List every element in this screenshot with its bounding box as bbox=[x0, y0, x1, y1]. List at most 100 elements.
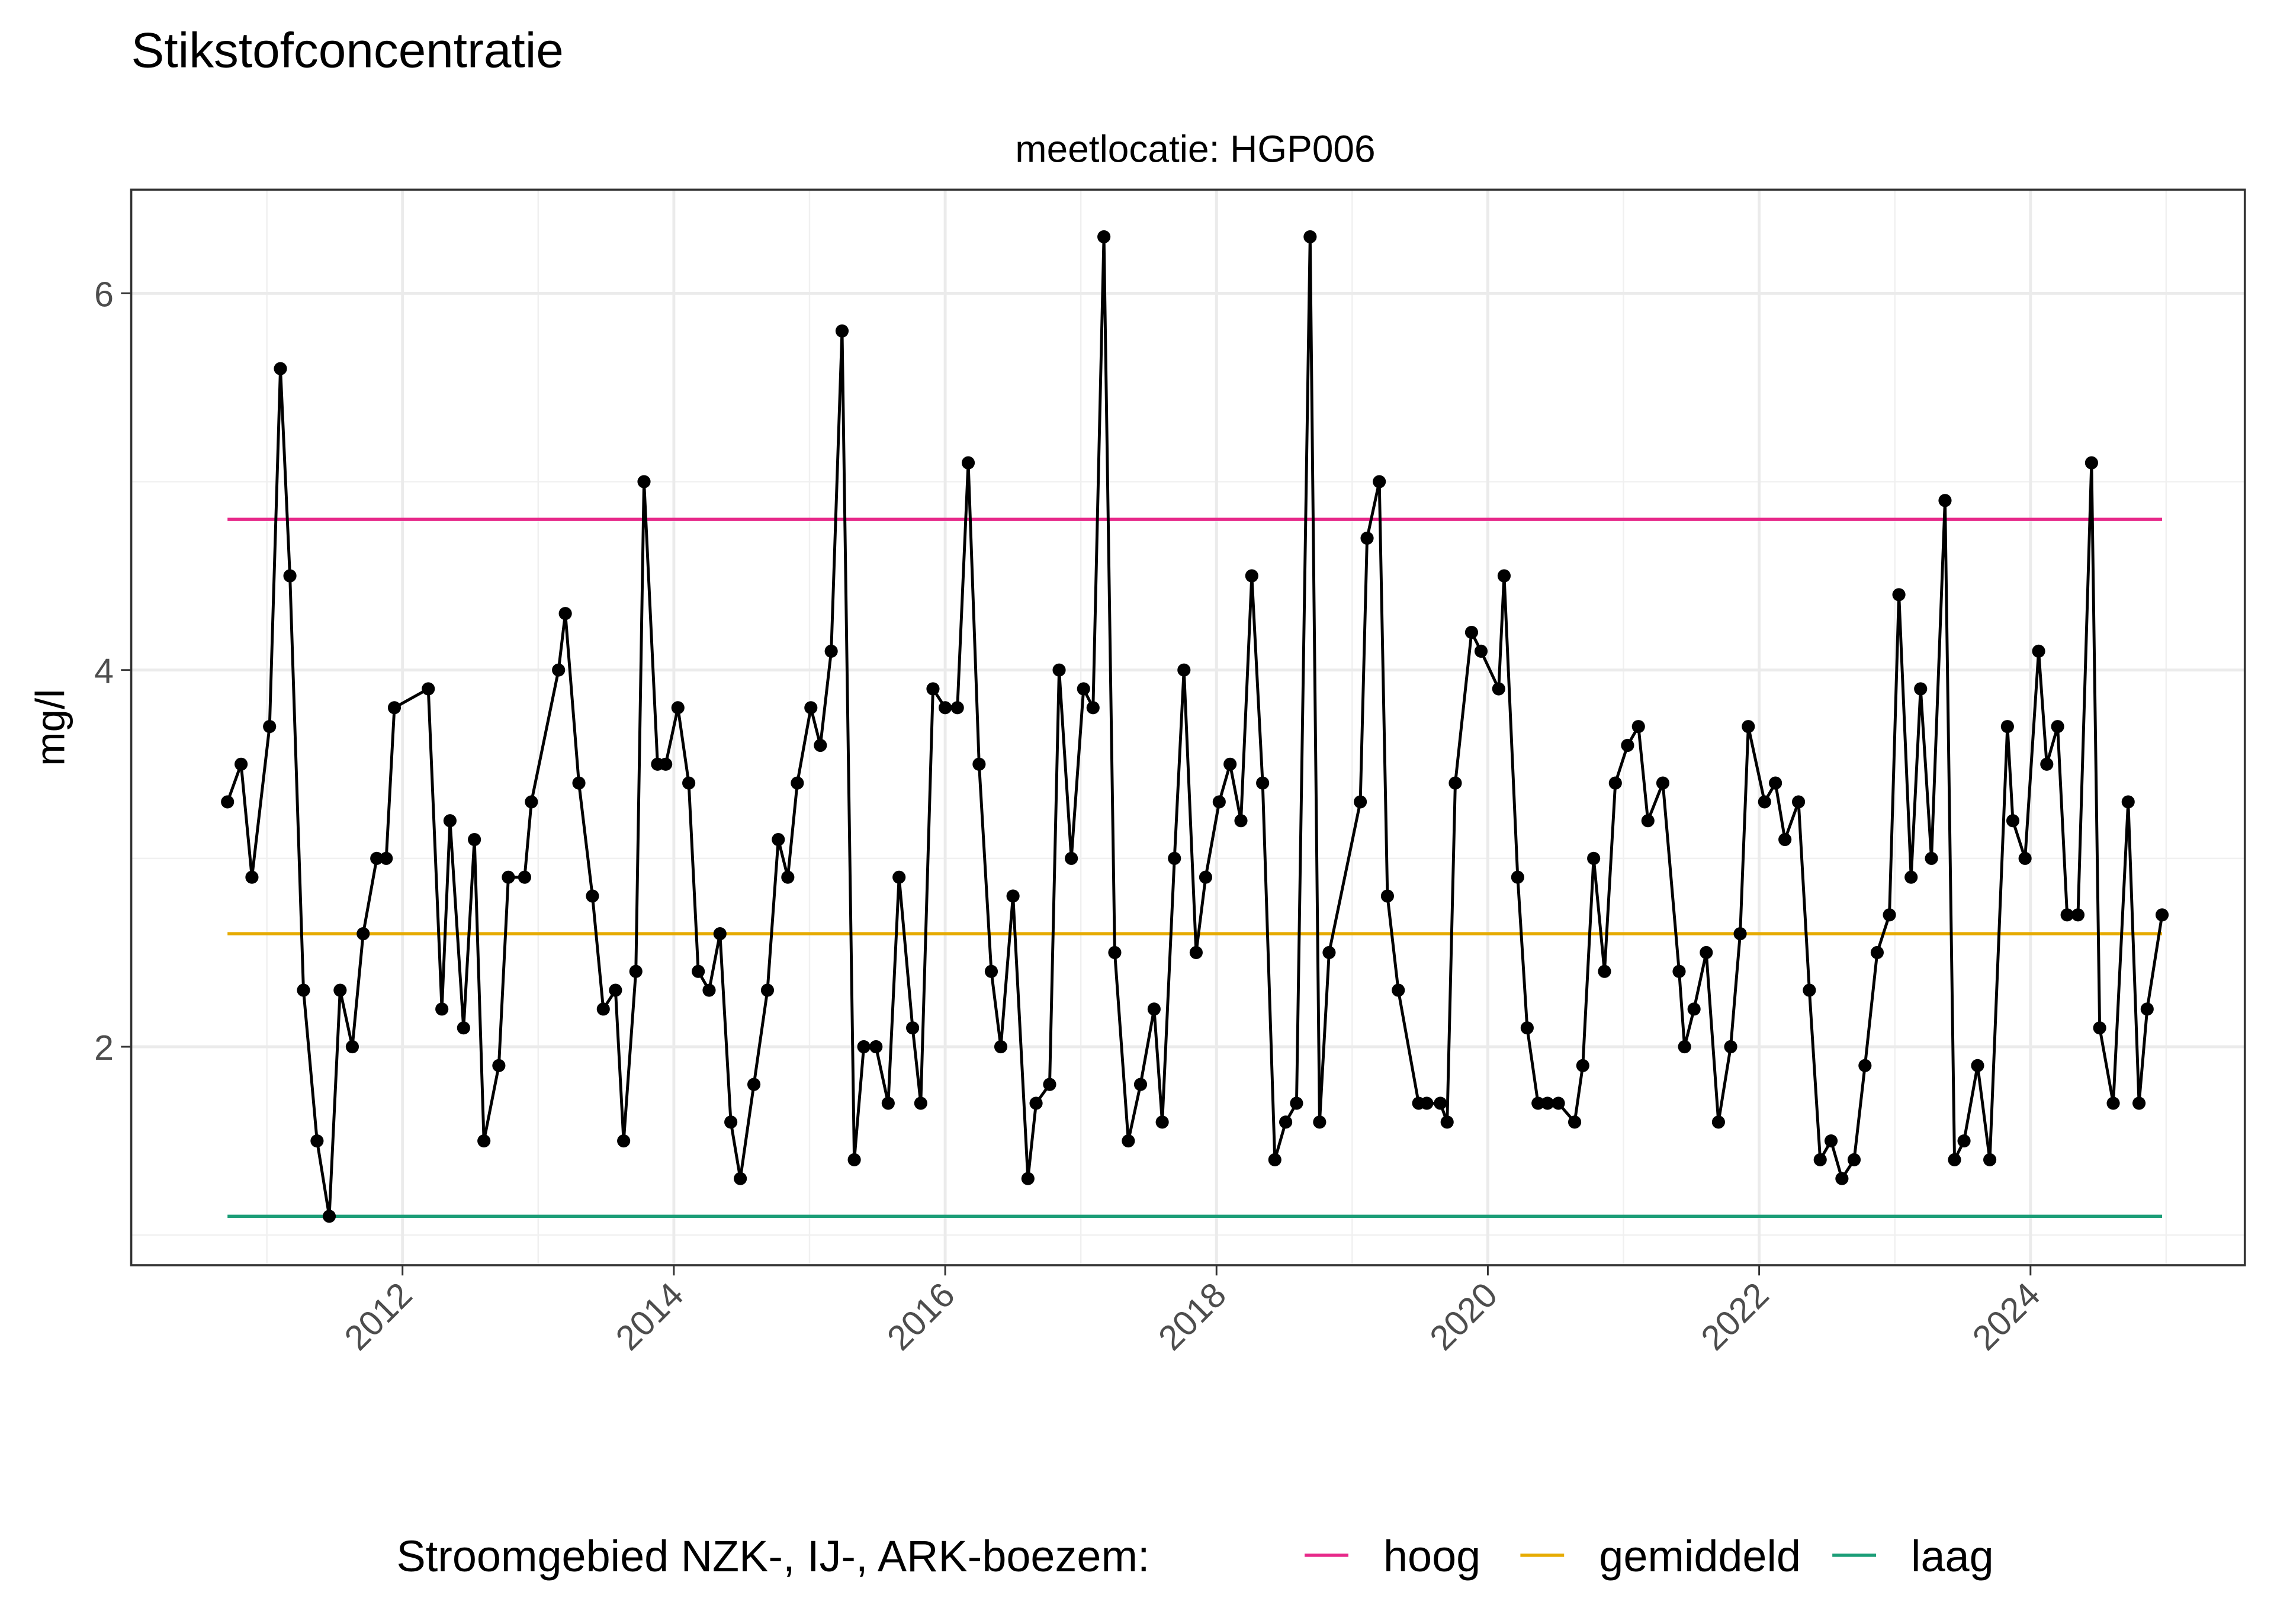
x-tick-label: 2024 bbox=[1965, 1275, 2048, 1358]
data-point bbox=[857, 1040, 871, 1054]
data-point bbox=[1155, 1115, 1169, 1129]
data-point bbox=[1631, 720, 1645, 734]
data-point bbox=[1700, 946, 1713, 959]
data-point bbox=[477, 1134, 491, 1148]
data-point bbox=[1598, 964, 1611, 978]
data-point bbox=[1914, 682, 1928, 696]
data-point bbox=[2121, 795, 2135, 809]
data-point bbox=[435, 1002, 449, 1016]
x-tick-label: 2018 bbox=[1151, 1275, 1234, 1358]
data-point bbox=[781, 870, 795, 884]
data-point bbox=[1758, 795, 1771, 809]
data-point bbox=[1971, 1059, 1984, 1072]
data-point bbox=[2018, 851, 2032, 865]
data-point bbox=[1380, 889, 1394, 903]
data-point bbox=[572, 776, 586, 790]
data-point bbox=[221, 795, 235, 809]
data-point bbox=[457, 1021, 470, 1035]
data-point bbox=[1290, 1096, 1303, 1110]
data-point bbox=[2032, 644, 2045, 658]
data-point bbox=[1803, 983, 1816, 997]
data-point bbox=[1256, 776, 1270, 790]
data-point bbox=[1006, 889, 1020, 903]
data-point bbox=[1983, 1153, 1997, 1166]
data-point bbox=[1322, 946, 1336, 959]
data-point bbox=[1687, 1002, 1701, 1016]
data-point bbox=[1373, 475, 1386, 488]
data-point bbox=[1541, 1096, 1554, 1110]
data-point bbox=[1948, 1153, 1961, 1166]
plot bbox=[221, 230, 2169, 1223]
data-point bbox=[1656, 776, 1670, 790]
data-point bbox=[1245, 569, 1258, 583]
data-point bbox=[804, 701, 818, 715]
data-point bbox=[1678, 1040, 1691, 1054]
data-point bbox=[772, 832, 785, 847]
data-point bbox=[939, 701, 952, 715]
data-point bbox=[1448, 776, 1462, 790]
data-point bbox=[1234, 814, 1248, 828]
chart-title: Stikstofconcentratie bbox=[131, 22, 564, 78]
data-point bbox=[2000, 720, 2014, 734]
data-point bbox=[1520, 1021, 1534, 1035]
legend-title: Stroomgebied NZK-, IJ-, ARK-boezem: bbox=[397, 1532, 1150, 1581]
data-point bbox=[1778, 832, 1792, 847]
data-point bbox=[1354, 795, 1367, 809]
legend-label: gemiddeld bbox=[1599, 1532, 1801, 1581]
data-point bbox=[1279, 1115, 1293, 1129]
data-point bbox=[1883, 908, 1896, 922]
data-point bbox=[814, 738, 827, 752]
data-point bbox=[310, 1134, 324, 1148]
data-point bbox=[1052, 663, 1066, 677]
data-point bbox=[1177, 663, 1191, 677]
data-point bbox=[1497, 569, 1511, 583]
data-point bbox=[1791, 795, 1806, 809]
data-point bbox=[297, 983, 310, 997]
data-point bbox=[637, 475, 651, 488]
data-point bbox=[1077, 682, 1090, 696]
grid bbox=[131, 189, 2245, 1266]
chart-subtitle: meetlocatie: HGP006 bbox=[1015, 128, 1375, 171]
data-point bbox=[1824, 1134, 1838, 1148]
x-tick-label: 2020 bbox=[1422, 1275, 1505, 1358]
data-point bbox=[235, 757, 248, 771]
data-point bbox=[1065, 851, 1078, 865]
data-point bbox=[2106, 1096, 2120, 1110]
data-point bbox=[1621, 738, 1634, 752]
data-point bbox=[972, 757, 986, 771]
panel-border bbox=[130, 188, 2246, 1266]
data-point bbox=[586, 889, 599, 903]
data-point bbox=[370, 851, 384, 865]
data-point bbox=[1576, 1059, 1589, 1072]
data-point bbox=[1733, 927, 1747, 941]
data-point bbox=[2084, 456, 2098, 469]
data-point bbox=[1904, 870, 1918, 884]
data-point bbox=[502, 870, 515, 884]
data-point bbox=[1957, 1134, 1971, 1148]
data-point bbox=[2060, 908, 2074, 922]
data-point bbox=[760, 983, 775, 997]
data-point bbox=[1108, 946, 1122, 959]
data-point bbox=[2006, 814, 2020, 828]
data-point bbox=[1313, 1115, 1326, 1129]
data-point bbox=[713, 927, 727, 941]
data-point bbox=[1392, 983, 1405, 997]
data-point bbox=[1133, 1078, 1148, 1091]
data-point bbox=[1641, 814, 1655, 828]
data-point bbox=[2155, 908, 2169, 922]
data-point bbox=[1043, 1078, 1056, 1091]
data-point bbox=[1420, 1096, 1434, 1110]
data-point bbox=[1672, 964, 1686, 978]
data-point bbox=[2071, 908, 2085, 922]
data-point bbox=[791, 776, 804, 790]
data-point bbox=[1568, 1115, 1582, 1129]
data-point bbox=[1474, 644, 1488, 658]
x-tick-label: 2022 bbox=[1694, 1275, 1777, 1358]
data-point bbox=[847, 1153, 861, 1166]
data-point bbox=[914, 1096, 927, 1110]
data-point bbox=[617, 1134, 631, 1148]
data-point bbox=[881, 1096, 895, 1110]
data-point bbox=[1440, 1115, 1454, 1129]
data-point bbox=[984, 964, 998, 978]
